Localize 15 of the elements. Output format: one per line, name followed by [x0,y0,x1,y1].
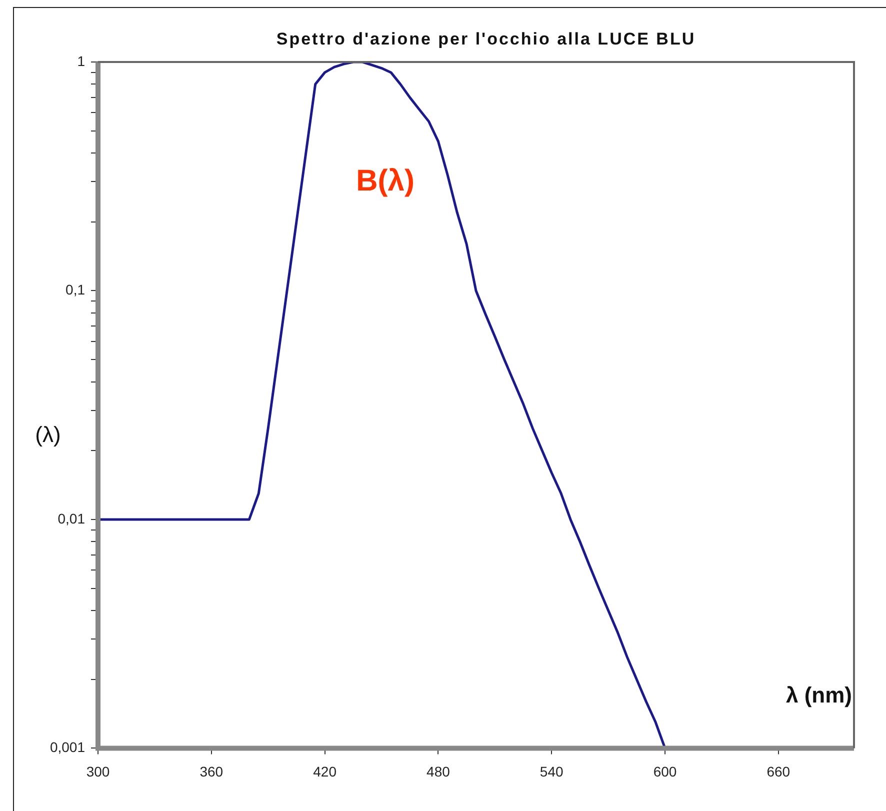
annotation: B(λ) [356,164,414,198]
y-tick-label: 0,001 [50,739,86,756]
x-tick-label: 480 [426,763,450,780]
chart-title: Spettro d'azione per l'occhio alla LUCE BLU [276,30,696,49]
x-axis-title: λ (nm) [786,682,852,708]
y-tick-label: 1 [77,52,86,69]
x-tick-label: 660 [766,763,790,780]
y-tick-label: 0,1 [66,282,86,298]
x-tick-label: 600 [653,763,677,780]
y-tick-label: 0,01 [58,510,86,526]
x-tick-label: 420 [313,763,337,780]
x-tick-label: 540 [540,763,564,780]
x-tick-label: 360 [200,763,224,780]
y-axis-title: (λ) [35,422,61,448]
x-tick-label: 300 [86,763,110,780]
